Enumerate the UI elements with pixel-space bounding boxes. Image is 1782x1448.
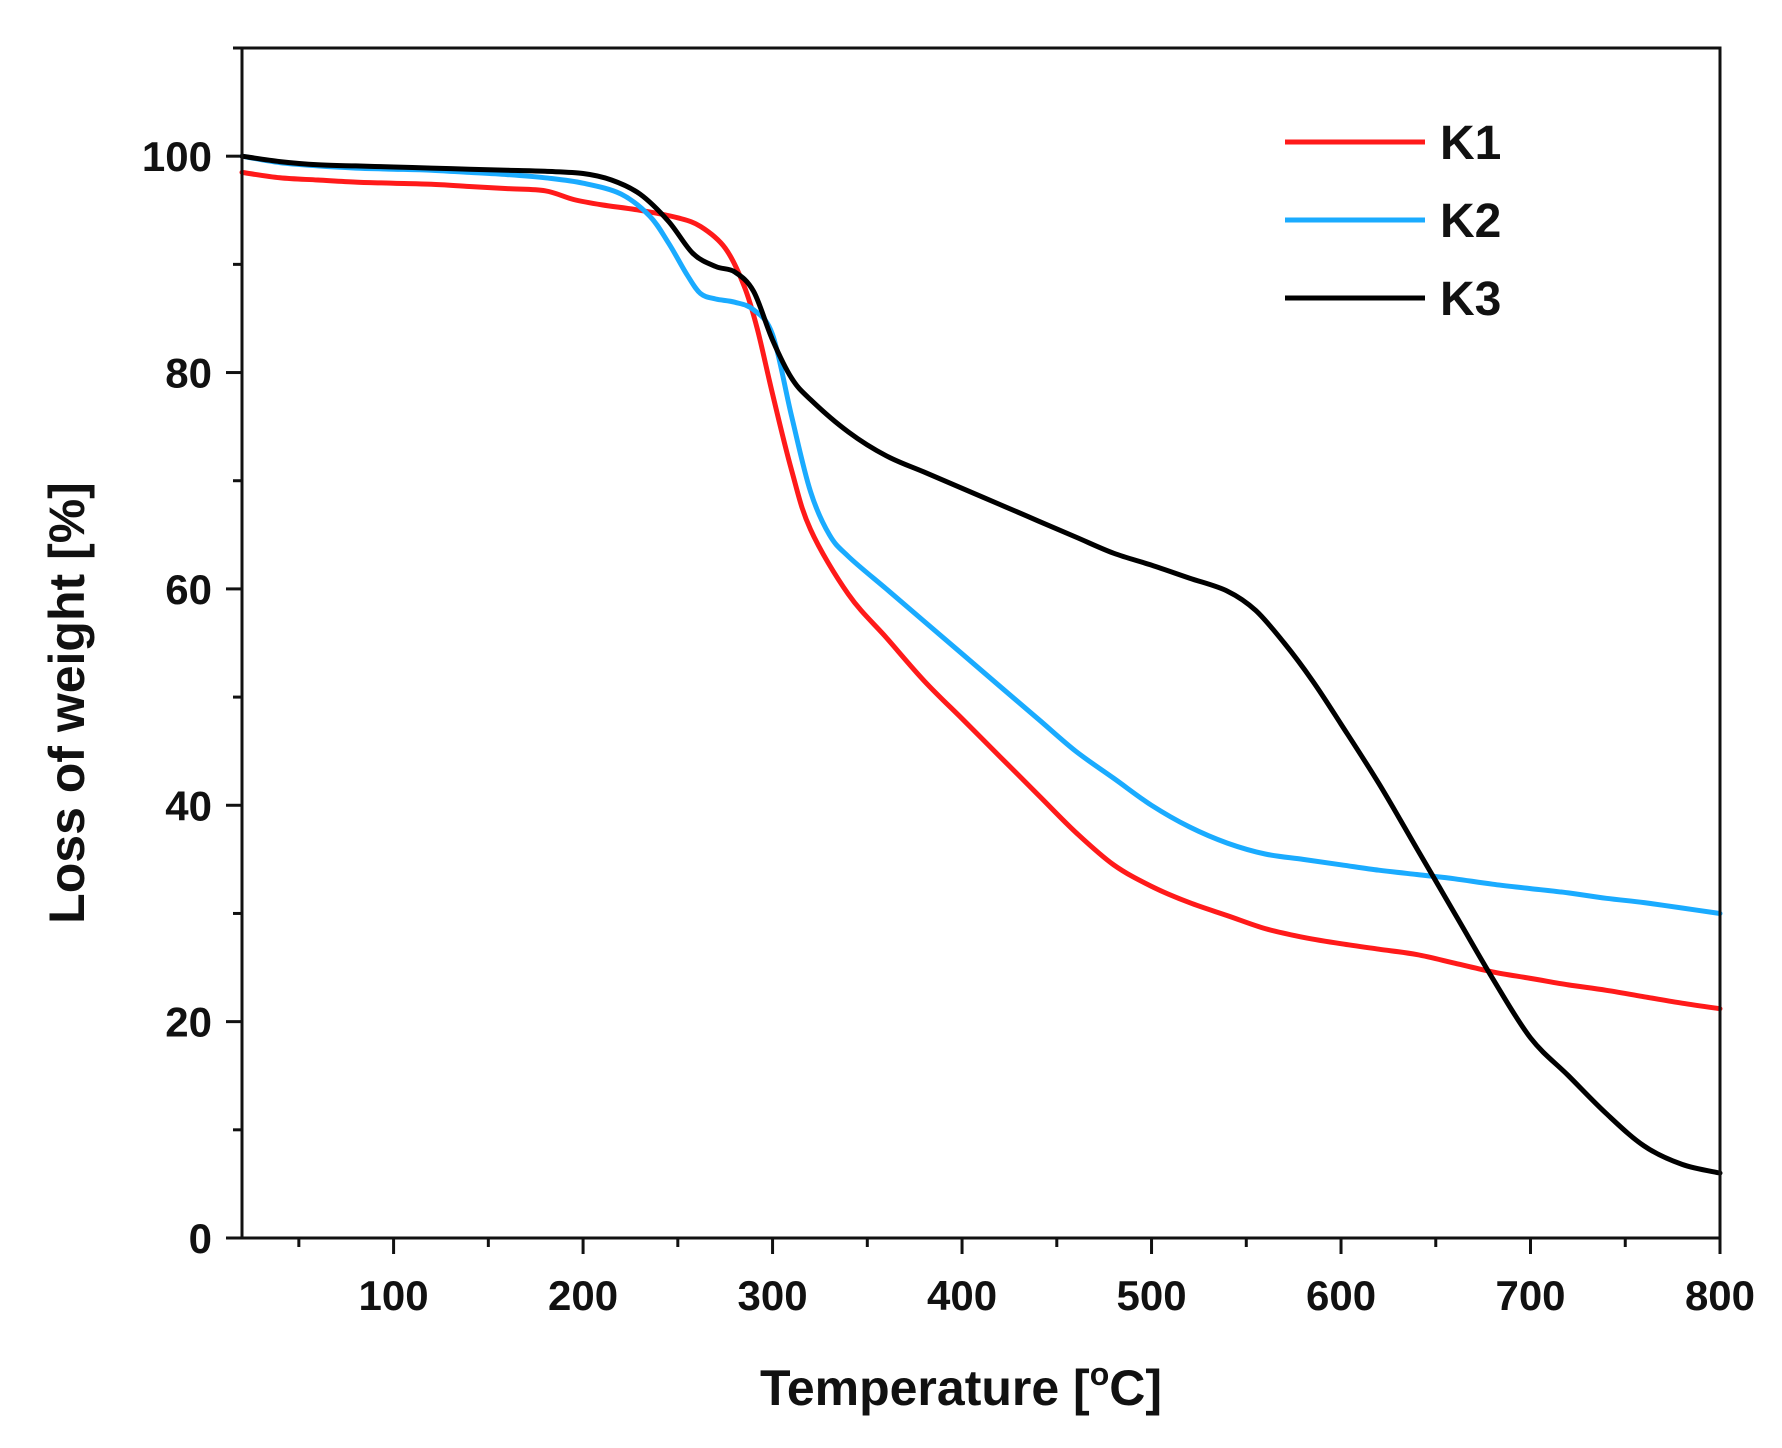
y-tick-labels: 0 20 40 60 80 100 [142,133,212,1262]
y-tick-label: 100 [142,133,212,180]
legend: K1 K2 K3 [1285,117,1501,326]
y-tick-label: 0 [189,1215,212,1262]
y-axis-title: Loss of weight [%] [39,482,95,924]
x-tick-label: 600 [1306,1272,1376,1319]
y-tick-label: 60 [165,566,212,613]
y-tick-label: 80 [165,350,212,397]
x-axis-title-part-3: C] [1109,1360,1162,1416]
x-tick-label: 700 [1495,1272,1565,1319]
y-tick-label: 20 [165,999,212,1046]
x-tick-labels: 100 200 300 400 500 600 700 800 [359,1272,1755,1319]
x-axis-title: Temperature [oC] [760,1356,1162,1416]
x-axis-title-degree: o [1090,1356,1110,1392]
legend-label-k1: K1 [1440,117,1501,170]
series-line-k3 [239,153,1723,1176]
legend-label-k2: K2 [1440,195,1501,248]
x-tick-label: 200 [548,1272,618,1319]
x-axis-title-part-1: Temperature [ [760,1360,1090,1416]
x-tick-label: 300 [738,1272,808,1319]
x-tick-label: 800 [1685,1272,1755,1319]
series-layer [239,153,1723,1176]
plot-frame [240,46,1722,1240]
x-tick-label: 100 [359,1272,429,1319]
x-tick-label: 500 [1116,1272,1186,1319]
series-line-k2 [239,153,1723,916]
legend-label-k3: K3 [1440,273,1501,326]
x-tick-label: 400 [927,1272,997,1319]
series-line-k1 [239,169,1723,1012]
y-tick-label: 40 [165,782,212,829]
